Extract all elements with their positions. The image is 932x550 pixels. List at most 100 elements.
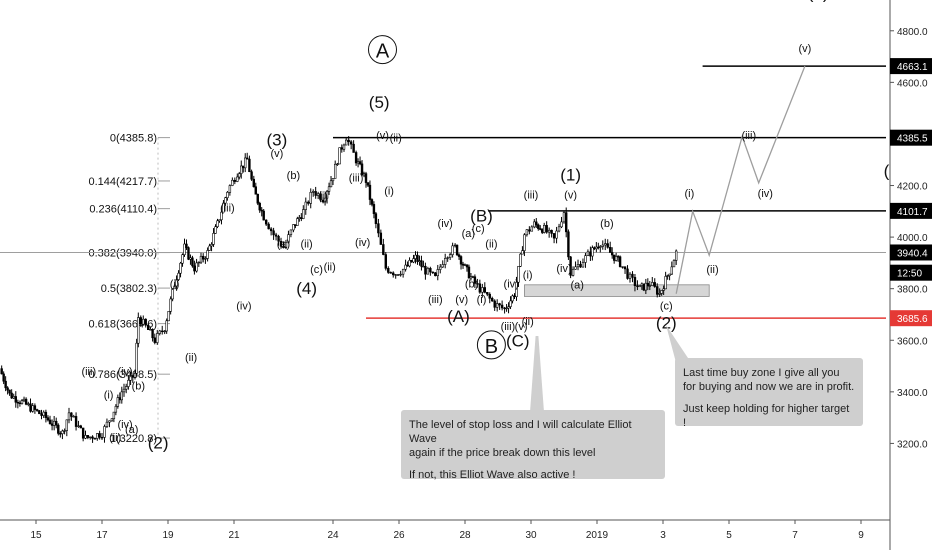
fib-label-7: 1(3220.8) [110, 433, 157, 445]
candle-body [204, 258, 207, 260]
wave-label-40: (v) [455, 294, 468, 306]
candle-body [269, 228, 273, 232]
candle-body [651, 282, 654, 286]
candle-body [467, 266, 471, 279]
wave-label-55: (i) [104, 389, 114, 401]
candle-body [125, 386, 128, 390]
buy-zone-note-line-2: for buying and now we are in profit. [683, 381, 855, 393]
wave-label-26: (a) [277, 238, 290, 250]
wave-label-9: (1) [560, 165, 581, 184]
candle-body [338, 147, 341, 165]
wave-label-47: (v) [515, 321, 528, 333]
candle-body [352, 143, 355, 153]
price-tick-label-2: 4200.0 [897, 182, 928, 193]
candle-body [103, 426, 106, 438]
candle-body [226, 192, 229, 199]
candle-body [228, 185, 232, 193]
candle-body [167, 311, 170, 322]
time-tick-label-0: 15 [30, 530, 42, 541]
candle-body [74, 416, 78, 427]
candle-body [202, 255, 205, 260]
candle-body [216, 220, 219, 227]
candle-body [517, 266, 520, 283]
candle-body [528, 229, 531, 232]
candle-body [589, 251, 592, 257]
stop-loss-note-line-1: The level of stop loss and I will calcul… [409, 419, 632, 445]
candle-body [77, 425, 80, 427]
candle-body [206, 250, 209, 259]
candle-body [181, 254, 184, 264]
price-axis[interactable]: 4800.0 4600.0 4200.0 4000.0 3800.0 3600.0 3400… [889, 0, 932, 550]
candle-body [579, 264, 582, 268]
candle-body [57, 424, 60, 434]
candle-body [2, 373, 5, 382]
candle-body [65, 419, 69, 431]
candle-body [86, 435, 90, 438]
candle-body [316, 193, 320, 196]
candle-body [414, 254, 417, 259]
stop-loss-note-line-2: again if the price break down this level [409, 447, 596, 459]
price-series [0, 136, 678, 443]
candle-body [252, 178, 255, 188]
candle-body [628, 273, 632, 279]
candle-body [491, 297, 494, 302]
wave-projection [675, 65, 806, 294]
candle-body [410, 260, 413, 263]
candle-body [4, 380, 7, 389]
candle-body [521, 250, 524, 255]
candle-body [40, 413, 43, 416]
wave-circle-2 [368, 35, 397, 65]
candle-body [161, 330, 164, 333]
wave-label-18: (i) [384, 186, 394, 198]
wave-label-6: (ii) [390, 133, 402, 145]
price-tick-label-5: 3600.0 [897, 336, 928, 347]
candle-body [662, 288, 665, 291]
wave-label-10: (v) [564, 189, 577, 201]
candle-body [272, 230, 275, 236]
candle-body [606, 243, 609, 248]
candle-body [638, 285, 642, 288]
candle-body [96, 433, 99, 439]
candle-body [222, 202, 225, 213]
candle-body [493, 300, 496, 308]
candle-body [114, 405, 118, 413]
candle-body [595, 246, 598, 250]
candle-body [307, 201, 310, 204]
candle-body [372, 204, 376, 214]
candle-body [116, 397, 120, 407]
candle-body [135, 342, 138, 374]
candle-body [214, 226, 217, 234]
candle-body [455, 244, 459, 256]
candle-body [258, 202, 261, 211]
candle-body [129, 375, 132, 381]
candle-body [175, 279, 178, 287]
candle-body [513, 295, 516, 298]
candle-body [500, 304, 504, 309]
candle-body [0, 368, 3, 375]
candle-body [231, 179, 234, 186]
candle-body [149, 329, 152, 331]
candle-body [14, 396, 17, 403]
time-tick-label-3: 21 [228, 530, 240, 541]
candle-body [254, 186, 257, 195]
candle-body [233, 179, 237, 182]
candle-body [481, 287, 484, 293]
candle-body [336, 163, 339, 166]
wave-label-34: (b) [465, 278, 478, 290]
candle-body [599, 246, 602, 248]
candle-body [248, 158, 251, 173]
candle-body [426, 268, 430, 275]
candle-body [42, 411, 45, 416]
candle-body [412, 258, 415, 263]
candle-body [666, 275, 669, 277]
candle-body [24, 398, 28, 405]
time-axis[interactable]: 15 17 19 21 24 26 28 30 2019 3 5 7 9 [0, 519, 890, 541]
wave-label-54: (b) [132, 380, 145, 392]
candle-body [282, 246, 285, 249]
candle-body [156, 333, 159, 343]
candle-body [668, 273, 671, 276]
candle-body [511, 295, 514, 302]
candle-body [260, 209, 263, 212]
candle-body [342, 144, 346, 150]
candle-body [48, 419, 52, 425]
